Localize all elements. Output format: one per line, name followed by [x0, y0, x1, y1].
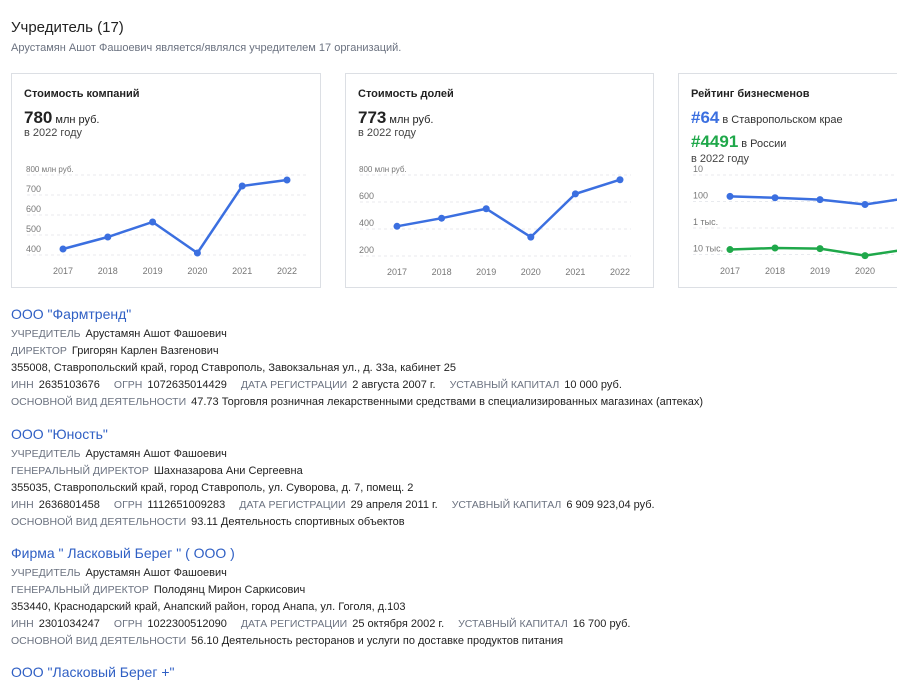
- x-tick-label: 2019: [810, 266, 830, 276]
- page-subtitle: Арустамян Ашот Фашоевич является/являлся…: [11, 42, 402, 54]
- national-rank: #4491 в России: [691, 132, 787, 151]
- series-line: [62, 178, 288, 255]
- y-tick-label: 600: [26, 204, 41, 214]
- data-point: [726, 246, 734, 254]
- card-year: в 2022 году: [691, 153, 749, 165]
- y-tick-label: 700: [26, 184, 41, 194]
- org-link[interactable]: ООО "Фармтренд": [11, 306, 132, 322]
- y-tick-label: 500: [26, 224, 41, 234]
- card-title: Рейтинг бизнесменов: [691, 88, 810, 100]
- org-link[interactable]: ООО "Ласковый Берег +": [11, 664, 175, 680]
- x-tick-label: 2017: [387, 267, 407, 277]
- data-point: [861, 252, 869, 260]
- data-point: [816, 196, 824, 204]
- shares-value-chart: 800 млн руб. 600 400 200 2017 2018 2019 2020 202…: [359, 165, 631, 277]
- org-entry: ООО "Ласковый Берег +": [11, 664, 174, 684]
- data-point: [771, 244, 779, 252]
- x-tick-label: 2019: [143, 266, 163, 276]
- series-line: [729, 195, 897, 206]
- data-point: [59, 245, 67, 253]
- org-entry: ООО "Юность" УЧРЕДИТЕЛЬ Арустамян Ашот Фа…: [11, 426, 669, 531]
- x-tick-label: 2018: [98, 266, 118, 276]
- x-tick-label: 2019: [476, 267, 496, 277]
- shares-value: 773 млн руб.: [358, 108, 434, 127]
- data-point: [193, 249, 201, 257]
- y-tick-label: 200: [359, 245, 374, 255]
- rating-card: Рейтинг бизнесменов #64 в Ставропольском …: [678, 73, 897, 288]
- y-tick-label: 10: [693, 164, 703, 174]
- shares-value-card: Стоимость долей 773 млн руб. в 2022 году …: [345, 73, 654, 288]
- series-line: [396, 178, 621, 239]
- card-title: Стоимость долей: [358, 88, 454, 100]
- data-point: [238, 182, 246, 190]
- y-tick-label: 400: [359, 218, 374, 228]
- data-point: [482, 205, 490, 213]
- data-point: [816, 245, 824, 253]
- x-tick-label: 2018: [765, 266, 785, 276]
- org-link[interactable]: ООО "Юность": [11, 426, 108, 442]
- x-tick-label: 2021: [232, 266, 252, 276]
- y-tick-label: 10 тыс.: [693, 244, 723, 254]
- y-tick-label: 1 тыс.: [693, 217, 718, 227]
- y-tick-label: 100: [693, 191, 708, 201]
- x-tick-label: 2020: [187, 266, 207, 276]
- data-point: [571, 190, 579, 198]
- data-point: [104, 233, 112, 241]
- data-point: [283, 176, 291, 184]
- company-value-chart: 800 млн руб. 700 600 500 400 2017 2018 2019 2020…: [26, 165, 307, 276]
- page-title: Учредитель (17): [11, 19, 124, 36]
- x-tick-label: 2022: [610, 267, 630, 277]
- y-tick-label: 600: [359, 191, 374, 201]
- org-entry: Фирма " Ласковый Берег " ( ООО ) УЧРЕДИТ…: [11, 545, 644, 650]
- data-point: [527, 233, 535, 241]
- x-tick-label: 2017: [720, 266, 740, 276]
- card-year: в 2022 году: [358, 127, 416, 139]
- data-point: [771, 194, 779, 202]
- card-title: Стоимость компаний: [24, 88, 140, 100]
- x-tick-label: 2020: [521, 267, 541, 277]
- x-tick-label: 2018: [432, 267, 452, 277]
- regional-rank: #64 в Ставропольском крае: [691, 108, 843, 127]
- data-point: [149, 218, 157, 226]
- x-tick-label: 2021: [565, 267, 585, 277]
- x-tick-label: 2020: [855, 266, 875, 276]
- y-tick-label: 400: [26, 244, 41, 254]
- data-point: [616, 176, 624, 184]
- x-tick-label: 2017: [53, 266, 73, 276]
- data-point: [726, 192, 734, 200]
- card-year: в 2022 году: [24, 127, 82, 139]
- data-point: [393, 222, 401, 230]
- data-point: [438, 214, 446, 222]
- x-tick-label: 2022: [277, 266, 297, 276]
- y-tick-label: 800 млн руб.: [26, 165, 74, 174]
- data-point: [861, 201, 869, 209]
- y-tick-label: 800 млн руб.: [359, 165, 407, 174]
- company-value-card: Стоимость компаний 780 млн руб. в 2022 го…: [11, 73, 321, 288]
- rating-chart: 10 100 1 тыс. 10 тыс. 2017 2018 2019 2020: [693, 164, 897, 276]
- org-entry: ООО "Фармтренд" УЧРЕДИТЕЛЬ Арустамян Ашот…: [11, 306, 717, 411]
- org-link[interactable]: Фирма " Ласковый Берег " ( ООО ): [11, 545, 235, 561]
- company-value: 780 млн руб.: [24, 108, 100, 127]
